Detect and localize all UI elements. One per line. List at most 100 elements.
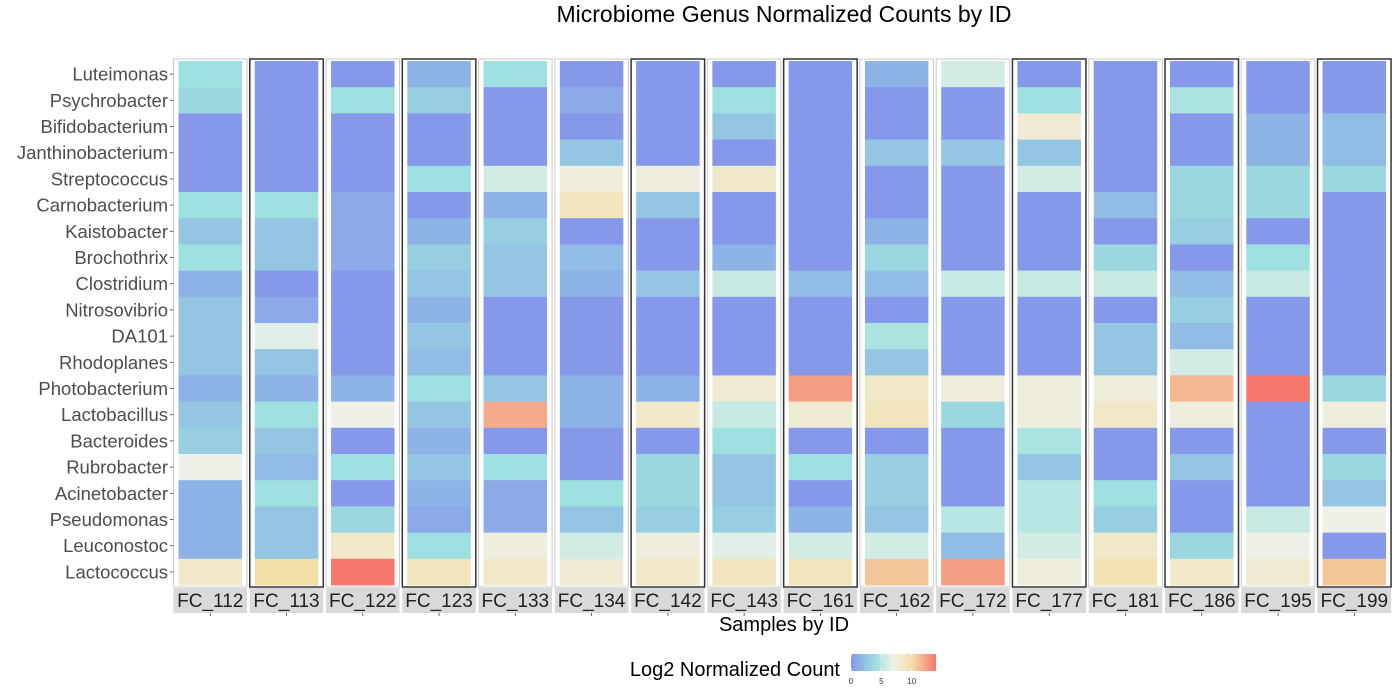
- heatmap-cell: [559, 87, 624, 114]
- facet-panel: FC_142: [630, 58, 706, 616]
- heatmap-cell: [788, 139, 853, 167]
- facet-strip-label: FC_161: [787, 591, 855, 612]
- heatmap-cell: [559, 61, 624, 88]
- facet-panel: FC_123: [401, 58, 477, 616]
- heatmap-cell: [1246, 558, 1310, 586]
- heatmap-cell: [1170, 349, 1234, 376]
- heatmap-cell: [712, 375, 776, 402]
- heatmap-cell: [1017, 532, 1081, 560]
- heatmap-cell: [1246, 87, 1310, 114]
- heatmap-cell: [1170, 558, 1234, 586]
- heatmap-cell: [941, 61, 1005, 88]
- heatmap-cell: [1246, 532, 1310, 560]
- facet-strip-label: FC_112: [177, 591, 243, 612]
- heatmap-cell: [407, 427, 471, 455]
- heatmap-cell: [254, 165, 319, 193]
- heatmap-cell: [712, 401, 776, 429]
- heatmap-cell: [407, 296, 471, 324]
- heatmap-cell: [1017, 401, 1081, 429]
- heatmap-cell: [636, 506, 700, 533]
- heatmap-cell: [254, 296, 319, 324]
- heatmap-cell: [1322, 192, 1387, 219]
- facet-strip-label: FC_186: [1168, 591, 1236, 612]
- heatmap-cell: [1017, 506, 1081, 533]
- x-axis-title: Samples by ID: [718, 614, 850, 636]
- heatmap-cell: [559, 165, 624, 193]
- heatmap-cell: [1246, 454, 1310, 481]
- heatmap-cell: [331, 61, 395, 88]
- heatmap-cell: [712, 558, 776, 586]
- heatmap-cell: [1322, 87, 1387, 114]
- heatmap-cell: [1322, 558, 1387, 586]
- facet-strip: [859, 588, 934, 613]
- heatmap-cell: [1017, 454, 1081, 481]
- heatmap-cell: [788, 427, 853, 455]
- heatmap-cell: [407, 270, 471, 298]
- heatmap-cell: [1017, 61, 1081, 88]
- heatmap-cell: [407, 139, 471, 167]
- heatmap-cell: [1322, 480, 1387, 507]
- heatmap-cell: [483, 401, 548, 429]
- heatmap-cell: [941, 139, 1005, 167]
- heatmap-cell: [864, 244, 929, 271]
- heatmap-cell: [636, 270, 700, 298]
- heatmap-cell: [178, 244, 242, 271]
- heatmap-cell: [864, 296, 929, 324]
- y-axis-tick-label: Brochothrix: [74, 247, 168, 268]
- heatmap-cell: [636, 165, 700, 193]
- heatmap-cell: [407, 532, 471, 560]
- heatmap-cell: [941, 375, 1005, 402]
- heatmap-cell: [483, 506, 548, 533]
- legend: 0 5 10: [849, 654, 936, 686]
- heatmap-cell: [636, 323, 700, 350]
- heatmap-cell: [941, 165, 1005, 193]
- heatmap-cell: [1322, 113, 1387, 140]
- heatmap-cell: [1017, 165, 1081, 193]
- heatmap-cell: [1093, 61, 1158, 88]
- heatmap-cell: [864, 113, 929, 140]
- heatmap-cell: [1246, 506, 1310, 533]
- heatmap-cell: [483, 375, 548, 402]
- y-axis-tick-label: Photobacterium: [38, 378, 168, 399]
- heatmap-cell: [254, 480, 319, 507]
- heatmap-cell: [941, 270, 1005, 298]
- heatmap-cell: [788, 270, 853, 298]
- facet-strip: [326, 588, 400, 613]
- heatmap-cell: [712, 139, 776, 167]
- facet-panel-border: [401, 58, 477, 588]
- heatmap-cell: [559, 558, 624, 586]
- heatmap-cell: [1017, 139, 1081, 167]
- facet-panel-border: [325, 58, 401, 588]
- heatmap-cell: [712, 506, 776, 533]
- facet-panel-border: [478, 58, 553, 588]
- heatmap-cell: [941, 323, 1005, 350]
- facet-strip: [1012, 588, 1086, 613]
- heatmap-cell: [178, 61, 242, 88]
- facet-panel-border: [1240, 58, 1316, 588]
- facet-panel-border: [1011, 58, 1087, 588]
- heatmap-cell: [1093, 113, 1158, 140]
- heatmap-cell: [483, 558, 548, 586]
- facet-strip-label: FC_134: [558, 591, 626, 612]
- heatmap-cell: [331, 296, 395, 324]
- facet-strip: [402, 588, 476, 613]
- heatmap-cell: [559, 192, 624, 219]
- heatmap-cell: [1093, 558, 1158, 586]
- facet-strip-label: FC_142: [634, 591, 702, 612]
- legend-tick-label: 5: [879, 677, 884, 686]
- heatmap-cell: [331, 427, 395, 455]
- heatmap-cell: [1093, 192, 1158, 219]
- heatmap-cell: [788, 506, 853, 533]
- facet-panel: FC_113: [249, 58, 325, 616]
- heatmap-cell: [483, 244, 548, 271]
- heatmap-cell: [1093, 323, 1158, 350]
- heatmap-cell: [712, 113, 776, 140]
- heatmap-cell: [941, 480, 1005, 507]
- y-axis-tick-label: Nitrosovibrio: [65, 299, 168, 320]
- heatmap-cell: [636, 558, 700, 586]
- y-axis-tick-label: Bifidobacterium: [40, 116, 168, 137]
- heatmap-cell: [331, 244, 395, 271]
- facet-strip: [1241, 588, 1315, 613]
- heatmap-cell: [559, 139, 624, 167]
